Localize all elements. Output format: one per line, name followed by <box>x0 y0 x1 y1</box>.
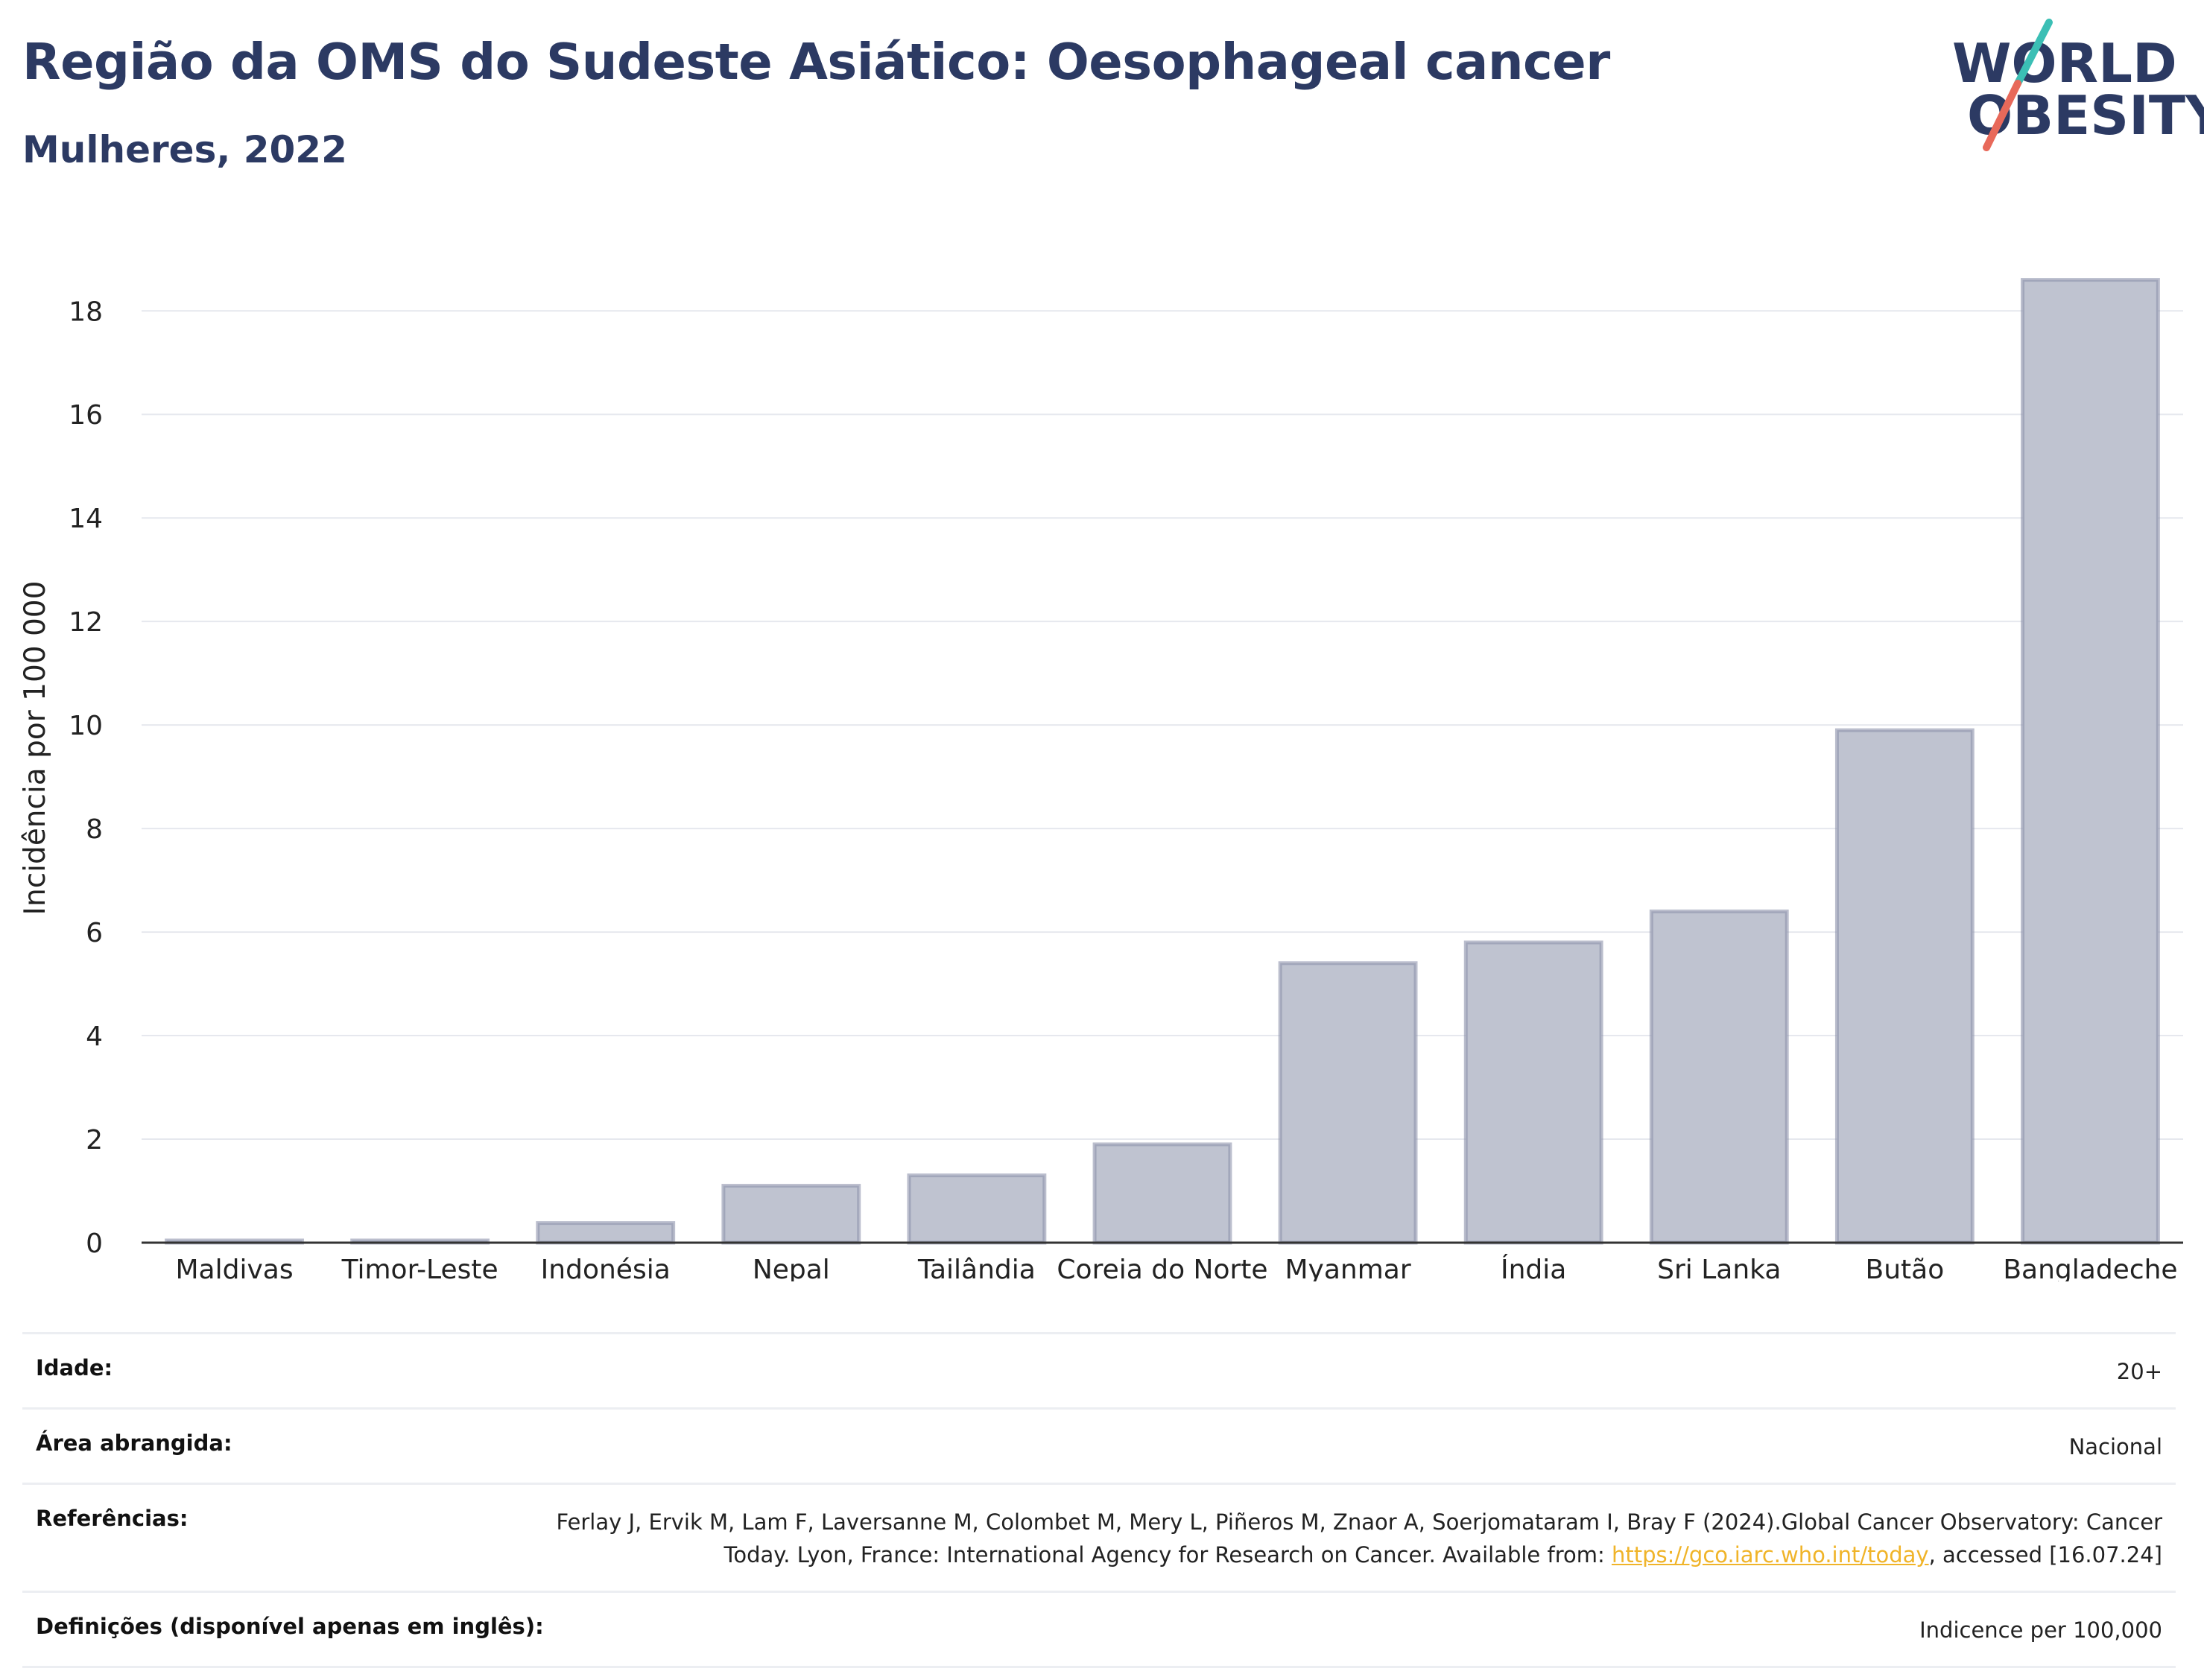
references-value: Ferlay J, Ervik M, Lam F, Laversanne M, … <box>523 1506 2162 1571</box>
y-tick-label: 14 <box>69 504 103 534</box>
info-row-definitions: Definições (disponível apenas em inglês)… <box>22 1591 2176 1668</box>
x-tick-label: Butão <box>1866 1255 1945 1281</box>
axis-layer: 0 2 4 6 8 10 12 14 16 18 Maldivas Timor-Leste Indoné… <box>69 297 2183 1285</box>
y-tick-label: 18 <box>69 297 103 327</box>
logo-slash-coral <box>1983 80 2021 151</box>
references-label: Referências: <box>36 1506 189 1531</box>
x-tick-label: Sri Lanka <box>1657 1255 1781 1281</box>
info-row-age: Idade: 20+ <box>22 1332 2176 1407</box>
chart-svg: 0 2 4 6 8 10 12 14 16 18 Maldivas Timor-Leste Indoné… <box>19 278 2183 1285</box>
page-subtitle: Mulheres, 2022 <box>22 128 347 171</box>
y-tick-label: 16 <box>69 400 103 431</box>
info-table: Idade: 20+ Área abrangida: Nacional Refe… <box>22 1332 2176 1668</box>
definitions-label: Definições (disponível apenas em inglês)… <box>36 1614 544 1639</box>
bar[interactable] <box>1092 1142 1232 1245</box>
logo-line2: OBESITY <box>1967 84 2204 147</box>
y-tick-label: 0 <box>86 1229 103 1259</box>
y-tick-label: 12 <box>69 607 103 638</box>
world-obesity-logo: WORLD OBESITY <box>1937 19 2204 164</box>
bar[interactable] <box>536 1221 676 1245</box>
logo-slash-teal <box>2014 19 2053 87</box>
x-tick-label: Nepal <box>753 1255 830 1281</box>
x-tick-label: Índia <box>1501 1254 1566 1281</box>
bar[interactable] <box>1278 961 1418 1245</box>
x-tick-label: Timor-Leste <box>341 1255 498 1281</box>
bar[interactable] <box>721 1184 861 1245</box>
bar[interactable] <box>1649 909 1789 1245</box>
bar[interactable] <box>1834 728 1975 1245</box>
age-value: 20+ <box>2116 1359 2162 1384</box>
info-row-area: Área abrangida: Nacional <box>22 1407 2176 1483</box>
y-tick-label: 8 <box>86 814 103 845</box>
area-label: Área abrangida: <box>36 1430 232 1456</box>
y-tick-label: 4 <box>86 1021 103 1052</box>
y-axis-title: Incidência por 100 000 <box>19 581 52 916</box>
references-text: Ferlay J, Ervik M, Lam F, Laversanne M, … <box>556 1509 2162 1568</box>
y-tick-label: 6 <box>86 918 103 948</box>
x-tick-label: Tailândia <box>917 1255 1036 1281</box>
x-tick-label: Maldivas <box>175 1255 293 1281</box>
definitions-value: Indicence per 100,000 <box>1919 1617 2162 1643</box>
references-accessed: , accessed [16.07.24] <box>1928 1542 2162 1568</box>
x-tick-label: Indonésia <box>541 1255 671 1281</box>
page-title: Região da OMS do Sudeste Asiático: Oesop… <box>22 33 1610 91</box>
info-row-references: Referências: Ferlay J, Ervik M, Lam F, L… <box>22 1483 2176 1591</box>
x-tick-label: Coreia do Norte <box>1057 1255 1267 1281</box>
age-label: Idade: <box>36 1355 113 1381</box>
y-tick-label: 10 <box>69 711 103 741</box>
logo-line1: WORLD <box>1952 32 2177 95</box>
y-tick-label: 2 <box>86 1125 103 1156</box>
bar[interactable] <box>1463 940 1603 1245</box>
area-value: Nacional <box>2068 1434 2162 1459</box>
bar-chart: 0 2 4 6 8 10 12 14 16 18 Maldivas Timor-Leste Indoné… <box>0 209 2204 1285</box>
x-tick-label: Bangladeche <box>2003 1255 2177 1281</box>
bar[interactable] <box>907 1173 1047 1245</box>
x-tick-label: Myanmar <box>1285 1255 1411 1281</box>
bar[interactable] <box>2021 278 2160 1245</box>
bars-layer <box>165 278 2160 1245</box>
references-link[interactable]: https://gco.iarc.who.int/today <box>1611 1542 1929 1568</box>
